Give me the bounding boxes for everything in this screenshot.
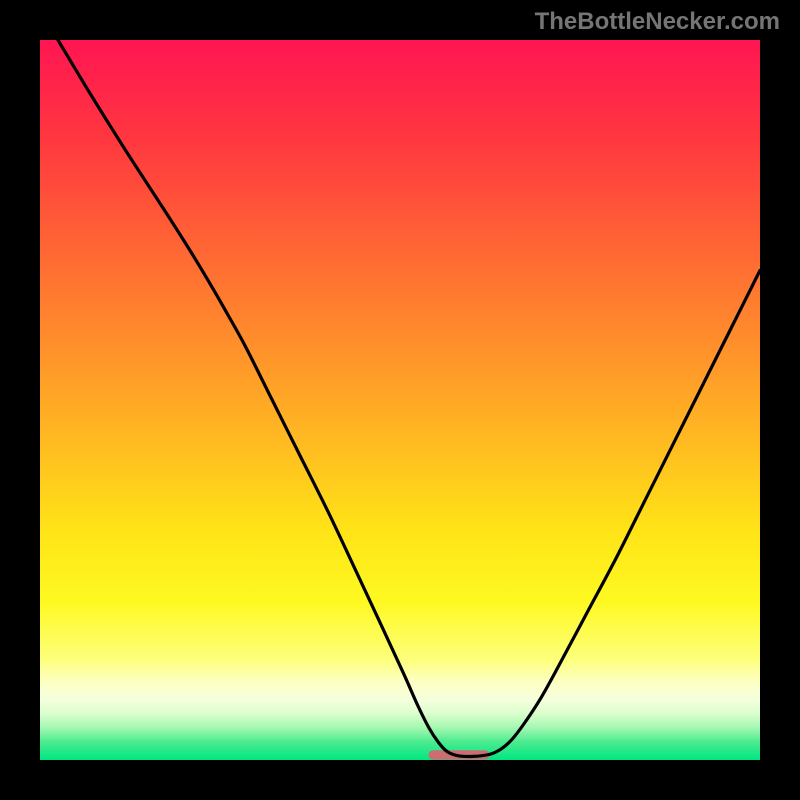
bottleneck-chart — [40, 40, 760, 760]
plot-area — [40, 40, 760, 760]
chart-background — [40, 40, 760, 760]
attribution-label: TheBottleNecker.com — [535, 8, 780, 36]
